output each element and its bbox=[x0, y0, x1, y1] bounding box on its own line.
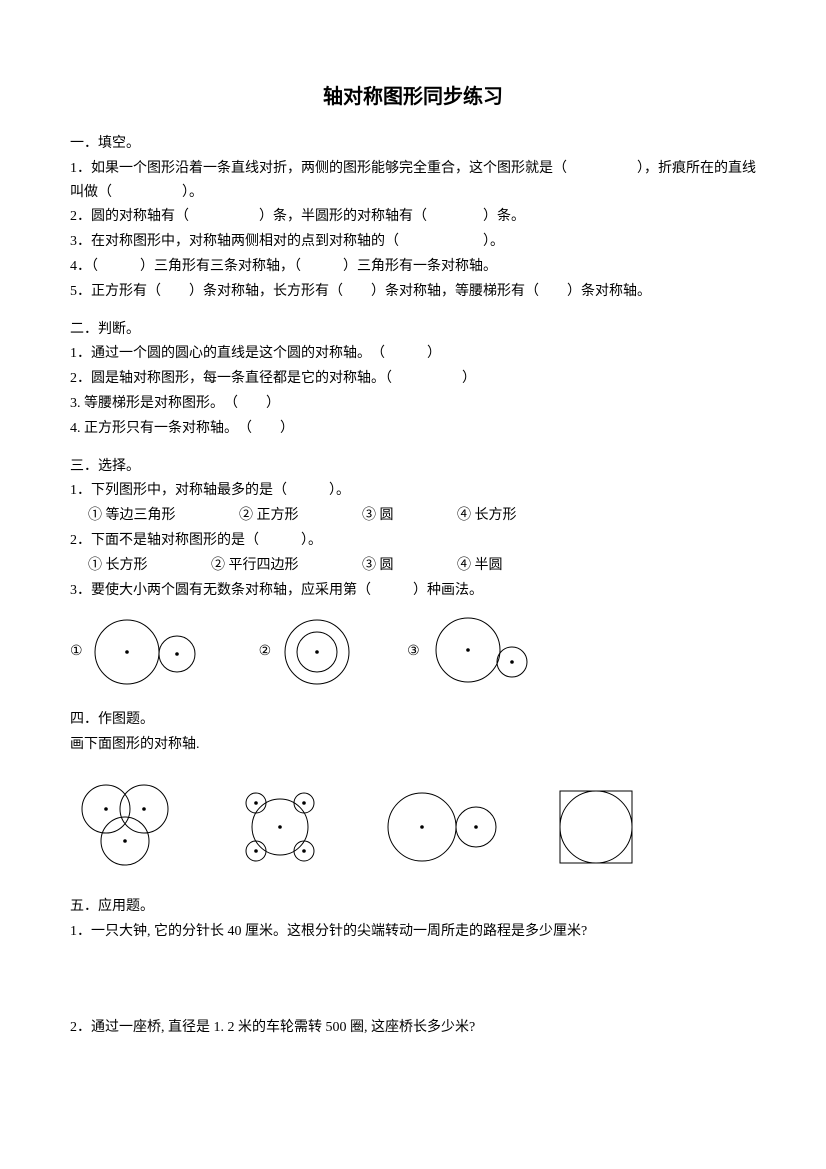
s3-q2-opt-d: ④ 半圆 bbox=[457, 554, 503, 578]
s3-q1-opt-d: ④ 长方形 bbox=[457, 504, 517, 528]
concentric-circles-icon bbox=[277, 614, 357, 690]
s3-q2: 2．下面不是轴对称图形的是（ ）。 bbox=[70, 529, 756, 553]
section-5-head: 五．应用题。 bbox=[70, 895, 756, 919]
s4-figures bbox=[70, 777, 756, 877]
s3-q3-fig-1: ① bbox=[70, 614, 209, 690]
three-circles-icon bbox=[70, 777, 180, 877]
s3-q2-opt-c: ③ 圆 bbox=[362, 554, 394, 578]
section-1-head: 一．填空。 bbox=[70, 132, 756, 156]
s5-q2: 2．通过一座桥, 直径是 1. 2 米的车轮需转 500 圈, 这座桥长多少米? bbox=[70, 1016, 756, 1040]
s3-q3: 3．要使大小两个圆有无数条对称轴，应采用第（ ）种画法。 bbox=[70, 579, 756, 603]
s1-q2: 2．圆的对称轴有（ ）条，半圆形的对称轴有（ ）条。 bbox=[70, 205, 756, 229]
s4-sub: 画下面图形的对称轴. bbox=[70, 733, 756, 757]
s3-q1-opt-a: ① 等边三角形 bbox=[88, 504, 176, 528]
big-four-small-circles-icon bbox=[220, 777, 340, 877]
page-title: 轴对称图形同步练习 bbox=[70, 80, 756, 114]
s3-q2-opt-a: ① 长方形 bbox=[88, 554, 148, 578]
fig-label-2: ② bbox=[259, 640, 272, 664]
circle-in-square-icon bbox=[550, 777, 640, 877]
s3-q3-figures: ① ② ③ bbox=[70, 614, 756, 690]
s3-q2-options: ① 长方形 ② 平行四边形 ③ 圆 ④ 半圆 bbox=[70, 554, 756, 578]
section-3-head: 三．选择。 bbox=[70, 455, 756, 479]
s3-q1-opt-b: ② 正方形 bbox=[239, 504, 299, 528]
s3-q1-options: ① 等边三角形 ② 正方形 ③ 圆 ④ 长方形 bbox=[70, 504, 756, 528]
s2-q4: 4. 正方形只有一条对称轴。 （ ） bbox=[70, 417, 756, 441]
s1-q4: 4．（ ）三角形有三条对称轴，（ ）三角形有一条对称轴。 bbox=[70, 255, 756, 279]
s3-q1: 1．下列图形中，对称轴最多的是（ ）。 bbox=[70, 479, 756, 503]
s3-q2-opt-b: ② 平行四边形 bbox=[211, 554, 299, 578]
s2-q2: 2．圆是轴对称图形，每一条直径都是它的对称轴。（ ） bbox=[70, 367, 756, 391]
fig-label-3: ③ bbox=[407, 640, 420, 664]
two-circles-external-icon bbox=[89, 614, 209, 690]
s1-q5: 5．正方形有（ ）条对称轴，长方形有（ ）条对称轴，等腰梯形有（ ）条对称轴。 bbox=[70, 280, 756, 304]
two-circles-overlap-icon bbox=[426, 614, 546, 690]
s2-q1: 1．通过一个圆的圆心的直线是这个圆的对称轴。 （ ） bbox=[70, 342, 756, 366]
s3-q3-fig-2: ② bbox=[259, 614, 358, 690]
s1-q1: 1．如果一个图形沿着一条直线对折，两侧的图形能够完全重合，这个图形就是（ ），折… bbox=[70, 157, 756, 205]
s3-q1-opt-c: ③ 圆 bbox=[362, 504, 394, 528]
section-2-head: 二．判断。 bbox=[70, 318, 756, 342]
s2-q3: 3. 等腰梯形是对称图形。 （ ） bbox=[70, 392, 756, 416]
s3-q3-fig-3: ③ bbox=[407, 614, 546, 690]
s5-q1-workspace bbox=[70, 945, 756, 1015]
s5-q1: 1．一只大钟, 它的分针长 40 厘米。这根分针的尖端转动一周所走的路程是多少厘… bbox=[70, 920, 756, 944]
s1-q3: 3．在对称图形中，对称轴两侧相对的点到对称轴的（ ）。 bbox=[70, 230, 756, 254]
section-4-head: 四．作图题。 bbox=[70, 708, 756, 732]
fig-label-1: ① bbox=[70, 640, 83, 664]
two-circles-side-icon bbox=[380, 777, 510, 877]
